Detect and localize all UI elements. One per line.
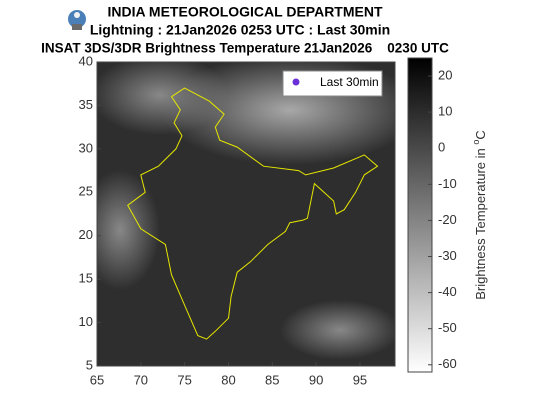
colorbar-tick-label: -40 bbox=[438, 284, 457, 299]
y-tick-label: 35 bbox=[79, 97, 93, 112]
colorbar-unit: C bbox=[473, 130, 488, 139]
x-tick-label: 95 bbox=[353, 372, 367, 387]
x-tick-label: 85 bbox=[265, 372, 279, 387]
colorbar-tick-label: -60 bbox=[438, 356, 457, 371]
legend-box bbox=[282, 70, 383, 97]
legend-marker bbox=[292, 78, 300, 86]
colorbar-label: Brightness Temperature in bbox=[473, 148, 488, 300]
map-frame bbox=[96, 61, 396, 367]
colorbar-tick-label: -30 bbox=[438, 248, 457, 263]
colorbar-tick-label: 10 bbox=[438, 104, 452, 119]
y-tick-label: 15 bbox=[79, 271, 93, 286]
product-title: INSAT 3DS/3DR Brightness Temperature 21J… bbox=[41, 41, 449, 56]
y-tick-label: 25 bbox=[79, 184, 93, 199]
colorbar-tick-label: 0 bbox=[438, 140, 445, 155]
legend-label: Last 30min bbox=[320, 75, 379, 89]
logo bbox=[68, 10, 86, 30]
y-tick-label: 5 bbox=[86, 357, 93, 372]
legend: Last 30min bbox=[282, 70, 383, 97]
x-tick-label: 90 bbox=[309, 372, 323, 387]
y-tick-label: 10 bbox=[79, 314, 93, 329]
colorbar-tick-label: -50 bbox=[438, 320, 457, 335]
country-outline bbox=[127, 87, 379, 340]
colorbar-tick-label: -10 bbox=[438, 176, 457, 191]
y-tick-label: 30 bbox=[79, 140, 93, 155]
x-tick-label: 70 bbox=[134, 372, 148, 387]
subtitle: Lightning : 21Jan2026 0253 UTC : Last 30… bbox=[90, 22, 390, 38]
x-tick-label: 75 bbox=[177, 372, 191, 387]
colorbar-tick-label: 20 bbox=[438, 67, 452, 82]
y-tick-label: 20 bbox=[79, 227, 93, 242]
x-tick-label: 65 bbox=[90, 372, 104, 387]
satellite-image bbox=[97, 62, 395, 366]
title: INDIA METEOROLOGICAL DEPARTMENT bbox=[107, 4, 383, 20]
y-tick-label: 40 bbox=[79, 53, 93, 68]
colorbar-unit-sup: o bbox=[471, 140, 481, 145]
x-tick-label: 80 bbox=[221, 372, 235, 387]
colorbar bbox=[407, 57, 433, 373]
colorbar-title: Brightness Temperature in oC bbox=[471, 130, 488, 300]
colorbar-tick-label: -20 bbox=[438, 212, 457, 227]
